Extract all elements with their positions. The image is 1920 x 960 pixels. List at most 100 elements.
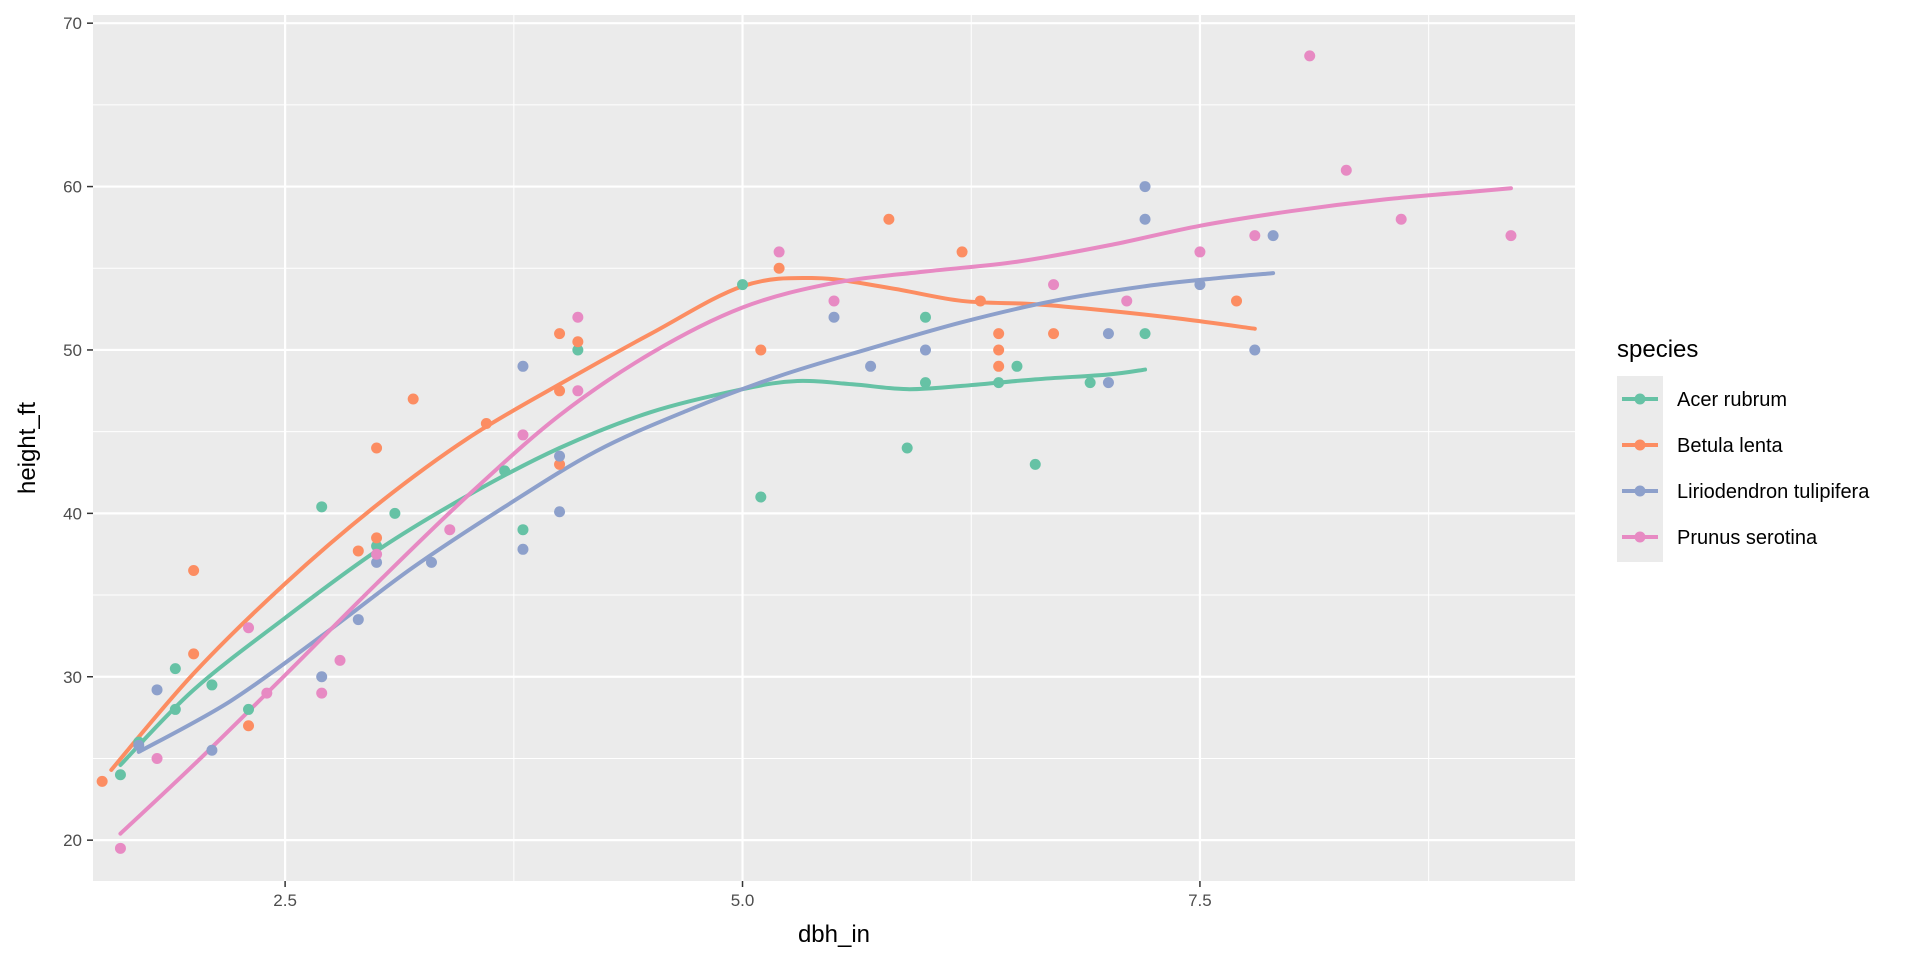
point-prunus-serotina — [243, 622, 255, 634]
point-betula-lenta — [554, 385, 566, 397]
point-betula-lenta — [956, 246, 968, 258]
point-betula-lenta — [572, 336, 584, 348]
point-prunus-serotina — [773, 246, 785, 258]
point-prunus-serotina — [1395, 213, 1407, 225]
point-liriodendron-tulipifera — [919, 344, 931, 356]
y-tick-label: 20 — [63, 831, 82, 850]
point-liriodendron-tulipifera — [554, 450, 566, 462]
point-betula-lenta — [554, 328, 566, 340]
point-prunus-serotina — [261, 687, 273, 699]
point-betula-lenta — [773, 262, 785, 274]
point-acer-rubrum — [114, 769, 126, 781]
point-acer-rubrum — [901, 442, 913, 454]
point-liriodendron-tulipifera — [1102, 328, 1114, 340]
point-prunus-serotina — [114, 842, 126, 854]
point-betula-lenta — [993, 344, 1005, 356]
point-acer-rubrum — [316, 501, 328, 513]
point-liriodendron-tulipifera — [1267, 230, 1279, 242]
y-axis-title: height_ft — [14, 402, 41, 494]
point-betula-lenta — [352, 545, 364, 557]
point-acer-rubrum — [169, 663, 181, 675]
point-acer-rubrum — [755, 491, 767, 503]
point-prunus-serotina — [316, 687, 328, 699]
x-tick-label: 5.0 — [731, 891, 755, 910]
point-liriodendron-tulipifera — [865, 360, 877, 372]
point-acer-rubrum — [1139, 328, 1151, 340]
legend-key-point-liriodendron-tulipifera — [1634, 485, 1646, 497]
legend-key-point-prunus-serotina — [1634, 531, 1646, 543]
point-betula-lenta — [188, 648, 200, 660]
legend-title: species — [1617, 336, 1698, 363]
point-betula-lenta — [883, 213, 895, 225]
point-liriodendron-tulipifera — [352, 614, 364, 626]
point-betula-lenta — [1231, 295, 1243, 307]
smooth-line-betula-lenta — [109, 275, 1257, 772]
point-liriodendron-tulipifera — [1102, 377, 1114, 389]
point-liriodendron-tulipifera — [554, 506, 566, 518]
point-acer-rubrum — [737, 279, 749, 291]
major-gridlines — [93, 15, 1575, 881]
smooth-line-prunus-serotina — [118, 186, 1513, 836]
point-liriodendron-tulipifera — [517, 543, 529, 555]
point-acer-rubrum — [1029, 458, 1041, 470]
legend-label-betula-lenta: Betula lenta — [1677, 435, 1784, 457]
point-acer-rubrum — [371, 540, 383, 552]
point-prunus-serotina — [371, 548, 383, 560]
point-acer-rubrum — [1084, 377, 1096, 389]
point-liriodendron-tulipifera — [151, 684, 163, 696]
point-liriodendron-tulipifera — [371, 556, 383, 568]
y-tick-label: 60 — [63, 178, 82, 197]
point-betula-lenta — [974, 295, 986, 307]
point-betula-lenta — [243, 720, 255, 732]
legend-key-point-betula-lenta — [1634, 439, 1646, 451]
legend-label-acer-rubrum: Acer rubrum — [1677, 389, 1787, 411]
point-liriodendron-tulipifera — [828, 311, 840, 323]
point-prunus-serotina — [1121, 295, 1133, 307]
point-acer-rubrum — [206, 679, 218, 691]
legend-key-point-acer-rubrum — [1634, 393, 1646, 405]
point-liriodendron-tulipifera — [1249, 344, 1261, 356]
point-betula-lenta — [480, 417, 492, 429]
point-acer-rubrum — [993, 377, 1005, 389]
point-acer-rubrum — [517, 524, 529, 536]
y-tick-label: 50 — [63, 341, 82, 360]
point-acer-rubrum — [499, 465, 511, 477]
y-tick-label: 70 — [63, 14, 82, 33]
y-axis-ticks: 20 30 40 50 60 70 — [63, 14, 93, 850]
point-prunus-serotina — [151, 752, 163, 764]
point-prunus-serotina — [572, 385, 584, 397]
point-liriodendron-tulipifera — [517, 360, 529, 372]
point-prunus-serotina — [444, 524, 456, 536]
point-prunus-serotina — [1048, 279, 1060, 291]
point-betula-lenta — [1048, 328, 1060, 340]
point-prunus-serotina — [1304, 50, 1316, 62]
x-tick-label: 2.5 — [273, 891, 297, 910]
point-acer-rubrum — [389, 507, 401, 519]
point-acer-rubrum — [919, 311, 931, 323]
legend-label-liriodendron-tulipifera: Liriodendron tulipifera — [1677, 481, 1870, 503]
point-liriodendron-tulipifera — [1194, 279, 1206, 291]
point-betula-lenta — [188, 565, 200, 577]
point-betula-lenta — [407, 393, 419, 405]
x-tick-label: 7.5 — [1188, 891, 1212, 910]
point-acer-rubrum — [243, 703, 255, 715]
legend-items: Acer rubrum Betula lenta Liriodendron tuli… — [1622, 389, 1870, 549]
data-points — [96, 50, 1517, 854]
point-liriodendron-tulipifera — [1139, 213, 1151, 225]
plot-panel — [93, 15, 1575, 881]
minor-gridlines — [93, 15, 1575, 881]
point-prunus-serotina — [1194, 246, 1206, 258]
point-betula-lenta — [96, 775, 108, 787]
point-betula-lenta — [554, 458, 566, 470]
point-betula-lenta — [993, 360, 1005, 372]
point-acer-rubrum — [169, 703, 181, 715]
point-acer-rubrum — [572, 344, 584, 356]
point-betula-lenta — [755, 344, 767, 356]
point-betula-lenta — [993, 328, 1005, 340]
point-liriodendron-tulipifera — [206, 744, 218, 756]
point-liriodendron-tulipifera — [1139, 181, 1151, 193]
point-prunus-serotina — [1249, 230, 1261, 242]
point-liriodendron-tulipifera — [316, 671, 328, 683]
